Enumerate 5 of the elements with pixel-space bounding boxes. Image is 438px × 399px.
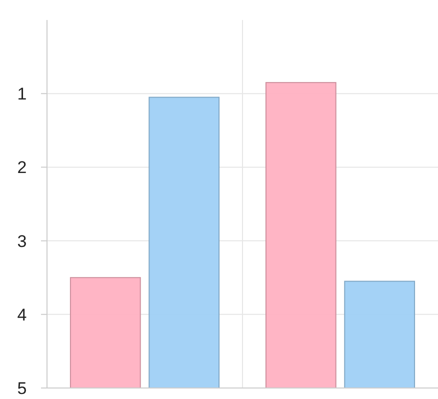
y-tick-label: 2: [17, 158, 27, 178]
y-tick-label: 4: [17, 305, 27, 324]
y-tick-label: 5: [17, 378, 27, 398]
y-tick-label: 3: [17, 232, 27, 251]
y-tick-label: 1: [17, 84, 27, 104]
